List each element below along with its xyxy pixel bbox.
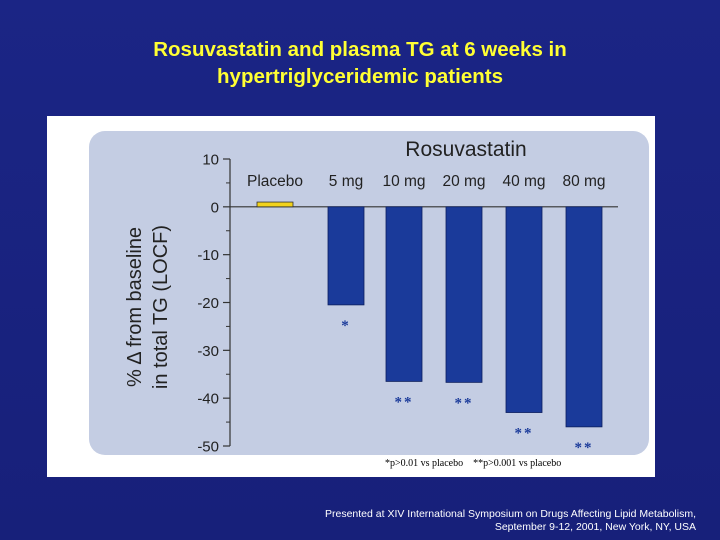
- significance-mark: *: [341, 318, 351, 334]
- bar-40-mg: [505, 206, 543, 413]
- bar-20-mg: [445, 206, 483, 383]
- y-axis-title-line-2: in total TG (LOCF): [150, 225, 172, 389]
- presentation-credit: Presented at XIV International Symposium…: [325, 508, 696, 534]
- y-tick-label: -30: [197, 343, 219, 360]
- y-tick-label: 0: [211, 199, 219, 216]
- significance-mark: **: [455, 395, 474, 411]
- chart-title: Rosuvastatin: [405, 138, 526, 161]
- y-axis-title-line-1: % Δ from baseline: [124, 227, 146, 387]
- y-tick-label: -10: [197, 247, 219, 264]
- significance-footnote: *p>0.01 vs placebo **p>0.001 vs placebo: [385, 458, 562, 469]
- slide-title-line-1: Rosuvastatin and plasma TG at 6 weeks in: [153, 38, 567, 61]
- significance-mark: **: [515, 426, 534, 442]
- y-tick-label: -50: [197, 439, 219, 456]
- category-label: Placebo: [247, 173, 303, 190]
- credit-line-2: September 9-12, 2001, New York, NY, USA: [494, 521, 696, 533]
- slide-title-line-2: hypertriglyceridemic patients: [217, 65, 503, 88]
- bar-placebo: [256, 201, 294, 208]
- category-label: 10 mg: [382, 173, 425, 190]
- y-tick-label: -40: [197, 391, 219, 408]
- y-tick-label: 10: [202, 152, 219, 169]
- bar-80-mg: [565, 206, 603, 428]
- category-label: 5 mg: [329, 173, 363, 190]
- significance-mark: **: [395, 394, 414, 410]
- y-tick-label: -20: [197, 295, 219, 312]
- category-label: 40 mg: [502, 173, 545, 190]
- category-label: 20 mg: [442, 173, 485, 190]
- credit-line-1: Presented at XIV International Symposium…: [324, 508, 696, 520]
- slide-title: Rosuvastatin and plasma TG at 6 weeks in…: [0, 36, 720, 90]
- significance-mark: **: [575, 440, 594, 456]
- bar-10-mg: [385, 206, 423, 382]
- plot-background: [89, 131, 649, 455]
- bar-5-mg: [327, 206, 365, 306]
- category-label: 80 mg: [562, 173, 605, 190]
